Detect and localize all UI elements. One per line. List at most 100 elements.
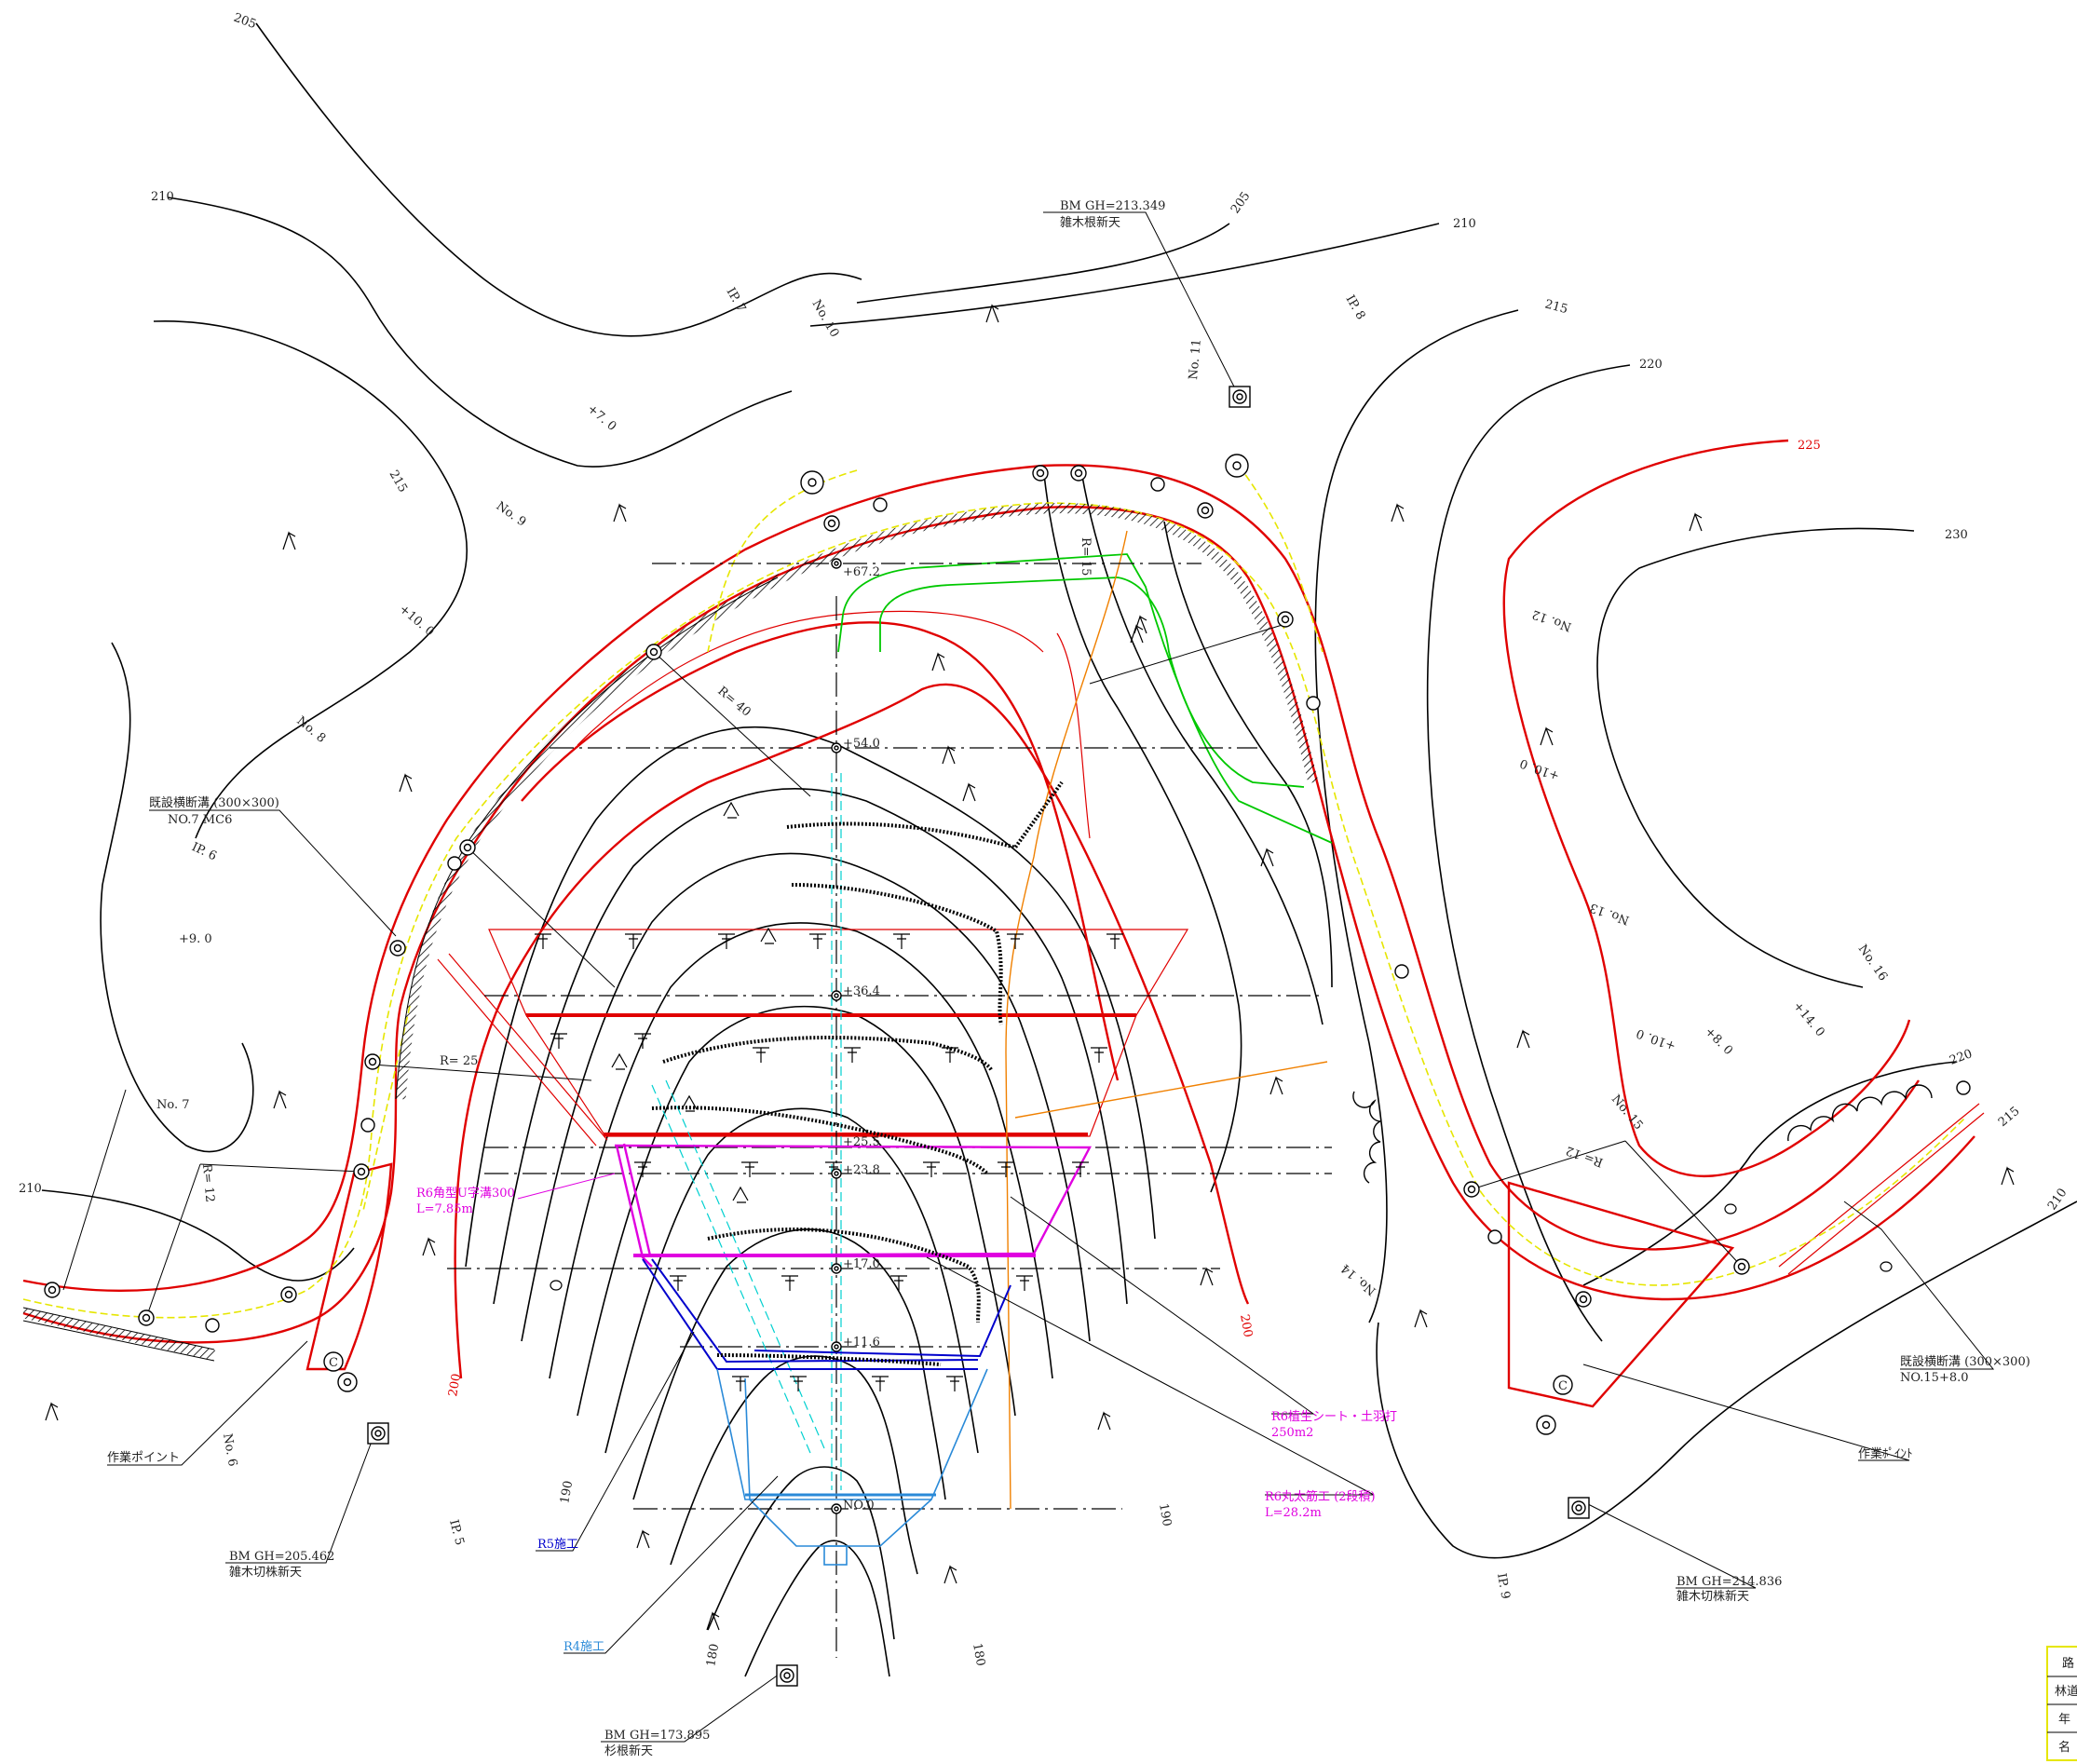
radius-line-r12b xyxy=(1471,1140,1626,1190)
leader-drain-west xyxy=(149,809,397,937)
chainage-23: +23.8 xyxy=(843,1163,880,1177)
slope-lambda-mark xyxy=(282,531,296,550)
circle-c-labels: C C xyxy=(329,1356,1568,1393)
title-block-row-1: 路 xyxy=(2062,1656,2074,1671)
r6-ditch-label: R6角型U字溝300 xyxy=(416,1187,515,1201)
r4-box xyxy=(823,1545,848,1566)
proposed-work-labels: R6角型U字溝300 L=7.85m R6植生シート・土羽打 250m2 R6丸… xyxy=(416,1187,1397,1654)
r6-sheet-sub: 250m2 xyxy=(1271,1426,1313,1440)
r4-side xyxy=(744,1377,751,1500)
existing-road-thin xyxy=(437,610,1985,1275)
drain-west-sub: NO.7 MC6 xyxy=(168,813,232,827)
hatched-shoulder-sw xyxy=(21,1308,216,1361)
circle-c-markers xyxy=(323,1351,1573,1395)
leader-bm-173 xyxy=(601,1671,783,1743)
contour-210-n xyxy=(809,223,1440,327)
hatched-shoulder-edge xyxy=(22,577,779,1362)
tree-cluster-east xyxy=(1352,1091,1381,1184)
slope-t-mark xyxy=(670,1275,686,1291)
contour-lines xyxy=(41,22,2077,1677)
radius-line-r12a-2 xyxy=(199,1163,362,1173)
slope-lambda-mark xyxy=(1200,1267,1214,1286)
cyan-diagonal-1 xyxy=(651,1084,811,1454)
slope-symbols xyxy=(45,304,2015,1631)
slope-t-mark xyxy=(535,933,551,949)
contour-label-200b: 200 xyxy=(1237,1313,1255,1338)
log-row-6 xyxy=(716,1353,942,1366)
leader-bm-205 xyxy=(225,1438,373,1564)
station-plus8: +8. 0 xyxy=(1702,1024,1735,1058)
slope-lambda-mark xyxy=(1269,1076,1283,1095)
slope-t-mark xyxy=(998,1161,1014,1177)
leader-work-point-west xyxy=(107,1340,308,1466)
slope-t-mark xyxy=(732,1376,749,1391)
existing-drain-west-pipe xyxy=(437,953,608,1147)
radius-r25: R= 25 xyxy=(440,1054,478,1068)
existing-road-edges xyxy=(22,439,1975,1408)
bm-symbol-205 xyxy=(367,1422,389,1445)
slope-t-mark xyxy=(718,933,735,949)
contour-205-west xyxy=(255,22,862,337)
bm-symbol-173 xyxy=(776,1664,798,1687)
contour-225 xyxy=(1502,439,1911,1178)
leader-drain-east xyxy=(1843,1201,1995,1370)
leader-r4 xyxy=(563,1475,779,1654)
contour-label-180a: 180 xyxy=(704,1643,722,1668)
station-labels: No. 6 No. 7 No. 8 No. 9 No. 10 No. 11 No… xyxy=(156,286,1890,1601)
r4-label: R4施工 xyxy=(563,1640,604,1654)
contour-valley-8 xyxy=(670,1355,918,1575)
slope-t-mark xyxy=(753,1047,769,1063)
slope-lambda-mark xyxy=(1689,512,1703,532)
contour-210-sw xyxy=(100,642,254,1153)
slope-t-mark xyxy=(872,1376,889,1391)
orange-line-1 xyxy=(1005,530,1128,1510)
contour-label-215c: 215 xyxy=(1996,1105,2023,1130)
chainage-labels: +67.2 +54.0 +36.4 +25.5 +23.8 +17.0 +11.… xyxy=(843,565,880,1513)
bench-mark-labels: BM GH=213.349 雑木根新天 BM GH=205.462 雑木切株新天… xyxy=(229,199,1782,1758)
slope-t-mark xyxy=(781,1275,798,1291)
chainage-markers xyxy=(831,558,842,1514)
contour-label-230: 230 xyxy=(1945,528,1968,542)
slope-lambda-mark xyxy=(1130,624,1144,644)
station-no10: No. 10 xyxy=(809,298,842,340)
radius-labels: R= 15 R= 40 R= 25 R= 12 R= 12 xyxy=(199,537,1605,1203)
station-plus10c: +10. 0 xyxy=(1635,1025,1677,1052)
slope-lambda-mark xyxy=(1134,615,1147,634)
slope-lambda-mark xyxy=(636,1529,650,1549)
radius-line-west-2 xyxy=(467,847,616,988)
tree-symbol xyxy=(1724,1203,1737,1214)
radius-line-r12b-2 xyxy=(1624,1140,1743,1268)
leader-lines xyxy=(62,211,1995,1743)
circle-c-east: C xyxy=(1558,1379,1568,1393)
r6-log-sub: L=28.2m xyxy=(1265,1506,1322,1520)
slope-lambda-mark xyxy=(1391,503,1405,522)
road-thin-1 xyxy=(577,610,1044,746)
r6-ditch-outline-2 xyxy=(622,1143,652,1256)
contour-205-n xyxy=(856,223,1230,304)
slope-t-mark xyxy=(790,1376,807,1391)
vegetation-lines xyxy=(837,553,1333,844)
slope-lambda-mark xyxy=(962,782,976,802)
contour-label-215a: 215 xyxy=(387,468,410,495)
contour-label-210a: 210 xyxy=(151,190,174,204)
slope-lambda-mark xyxy=(399,773,413,793)
contour-valley-4 xyxy=(549,922,1053,1379)
cut-slope-mark xyxy=(611,1052,628,1070)
slope-t-mark xyxy=(946,1376,963,1391)
bm-symbol-214 xyxy=(1568,1497,1590,1519)
contour-valley-2 xyxy=(493,787,1128,1305)
log-row-3 xyxy=(662,1036,994,1073)
r6-log-label: R6丸太筋工 (2段積) xyxy=(1265,1489,1376,1504)
leader-r6-sheet xyxy=(1010,1196,1315,1415)
circle-c-west: C xyxy=(329,1356,338,1370)
bm-213-label: BM GH=213.349 xyxy=(1060,199,1165,213)
contour-valley-10 xyxy=(744,1540,890,1677)
contour-label-225: 225 xyxy=(1798,439,1821,453)
contour-label-205b: 205 xyxy=(1229,189,1254,216)
title-block-row-4: 名 xyxy=(2058,1740,2070,1755)
contour-label-190a: 190 xyxy=(558,1480,576,1505)
marker-double-ring xyxy=(44,465,1750,1326)
radius-r40: R= 40 xyxy=(714,685,753,720)
slope-lambda-mark xyxy=(422,1237,436,1256)
contour-210-west xyxy=(167,197,793,468)
